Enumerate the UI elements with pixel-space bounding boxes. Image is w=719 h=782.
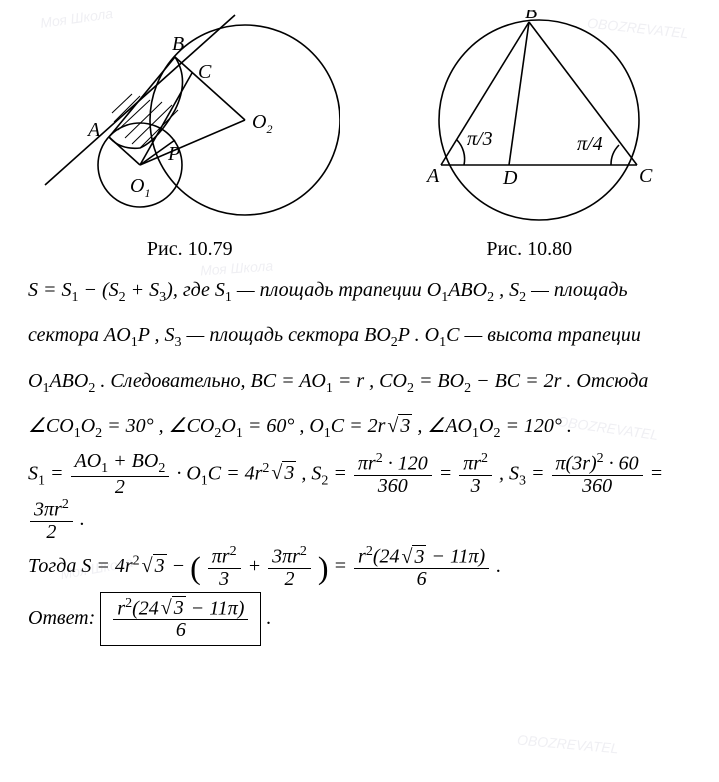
label-C: C xyxy=(639,165,653,187)
label-O2: O2 xyxy=(252,111,272,136)
fig-10-80-svg: A B C D π/3 π/4 xyxy=(379,10,679,230)
line-5: S1 = AO1 + BO22 · O1C = 4r23 , S2 = πr2 … xyxy=(28,451,691,543)
label-B: B xyxy=(172,33,184,55)
label-O1: O1 xyxy=(130,175,150,200)
label-A: A xyxy=(86,119,101,141)
line-3: O1ABO2 . Следовательно, BC = AO1 = r , C… xyxy=(28,360,691,403)
line-answer: Ответ: r2(243 − 11π)6 . xyxy=(28,592,691,647)
line-4: ∠CO1O2 = 30° , ∠CO2O1 = 60° , O1C = 2r3 … xyxy=(28,405,691,448)
label-B: B xyxy=(525,10,537,23)
figure-left: A B C O1 O2 P Рис. 10.79 xyxy=(40,10,340,261)
line-2: сектора AO1P , S3 — площадь сектора BO2P… xyxy=(28,314,691,357)
figure-right: A B C D π/3 π/4 Рис. 10.80 xyxy=(379,10,679,261)
caption-left: Рис. 10.79 xyxy=(40,238,340,261)
label-P: P xyxy=(167,143,180,165)
label-D: D xyxy=(502,167,518,189)
label-angle-C: π/4 xyxy=(577,133,603,155)
label-C: C xyxy=(198,61,212,83)
figures-row: A B C O1 O2 P Рис. 10.79 A B xyxy=(0,0,719,261)
label-angle-A: π/3 xyxy=(467,128,493,150)
label-A: A xyxy=(425,165,440,187)
fig-10-79-svg: A B C O1 O2 P xyxy=(40,10,340,230)
answer-box: r2(243 − 11π)6 xyxy=(100,592,261,647)
caption-right: Рис. 10.80 xyxy=(379,238,679,261)
solution-text: S = S1 − (S2 + S3), где S1 — площадь тра… xyxy=(0,261,719,658)
line-1: S = S1 − (S2 + S3), где S1 — площадь тра… xyxy=(28,269,691,312)
watermark: OBOZREVATEL xyxy=(517,732,620,757)
line-6: Тогда S = 4r23 − ( πr23 + 3πr22 ) = r2(2… xyxy=(28,545,691,590)
